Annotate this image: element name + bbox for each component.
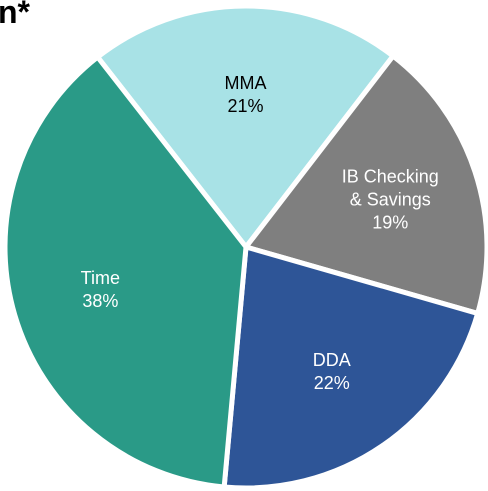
pie-slice [241,52,488,317]
slice-label: MMA 21% [224,72,266,118]
pie-slice [221,243,481,491]
value-label: 38% [82,290,119,311]
category-label: MMA [224,73,267,94]
slice-label: IB Checking & Savings 19% [341,165,439,234]
slice-label: DDA 22% [313,349,351,395]
slice-label: Time 38% [81,267,120,313]
category-label: IB Checking & Savings [341,166,439,210]
value-label: 19% [372,212,409,233]
chart-title: n* [0,0,30,30]
value-label: 21% [227,96,264,117]
pie-slice [94,3,397,252]
value-label: 22% [313,373,350,394]
category-label: DDA [312,350,351,371]
category-label: Time [80,267,121,288]
pie-slice [2,53,249,490]
